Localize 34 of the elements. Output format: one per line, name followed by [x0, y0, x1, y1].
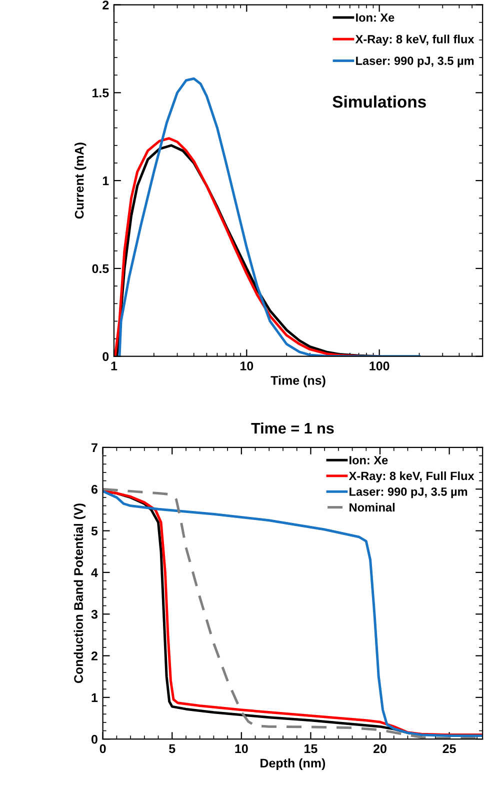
legend-label: Nominal — [350, 502, 395, 512]
x-tick-label: 5 — [169, 744, 176, 754]
chart-title: Time = 1 ns — [251, 422, 334, 434]
y-tick-label: 1 — [102, 176, 109, 186]
x-tick-label: 1 — [111, 362, 118, 370]
legend-label: Laser: 990 pJ, 3.5 µm — [350, 487, 468, 498]
x-axis-title: Time (ns) — [270, 376, 326, 388]
y-tick-label: 1 — [92, 693, 98, 702]
y-tick-label: 0.5 — [92, 264, 109, 274]
annotation: Simulations — [332, 95, 426, 108]
x-tick-label: 10 — [235, 744, 248, 754]
y-tick-label: 4 — [91, 568, 98, 577]
legend-label: Ion: Xe — [350, 456, 388, 464]
x-tick-label: 15 — [304, 744, 318, 754]
y-tick-label: 2 — [102, 0, 109, 10]
y-axis-title: Current (mA) — [74, 142, 86, 219]
legend-label: X-Ray: 8 keV, Full Flux — [348, 471, 474, 482]
y-tick-label: 0 — [92, 734, 98, 744]
y-tick-label: 1.5 — [92, 88, 109, 98]
y-tick-label: 7 — [92, 443, 98, 452]
x-tick-label: 25 — [442, 744, 456, 754]
y-tick-label: 2 — [91, 652, 98, 660]
y-tick-label: 5 — [91, 526, 98, 536]
y-tick-label: 3 — [91, 610, 98, 619]
y-tick-label: 6 — [91, 484, 98, 494]
legend-label: Ion: Xe — [356, 13, 394, 22]
legend-label: X-Ray: 8 keV, full flux — [355, 34, 474, 46]
x-tick-label: 10 — [240, 362, 254, 370]
x-axis-title: Depth (nm) — [260, 758, 326, 770]
x-tick-label: 100 — [370, 362, 390, 370]
y-tick-label: 0 — [102, 352, 109, 362]
x-tick-label: 20 — [373, 744, 386, 754]
legend-label: Laser: 990 pJ, 3.5 µm — [356, 56, 474, 68]
y-axis-title: Conduction Band Potential (V) — [74, 504, 86, 684]
